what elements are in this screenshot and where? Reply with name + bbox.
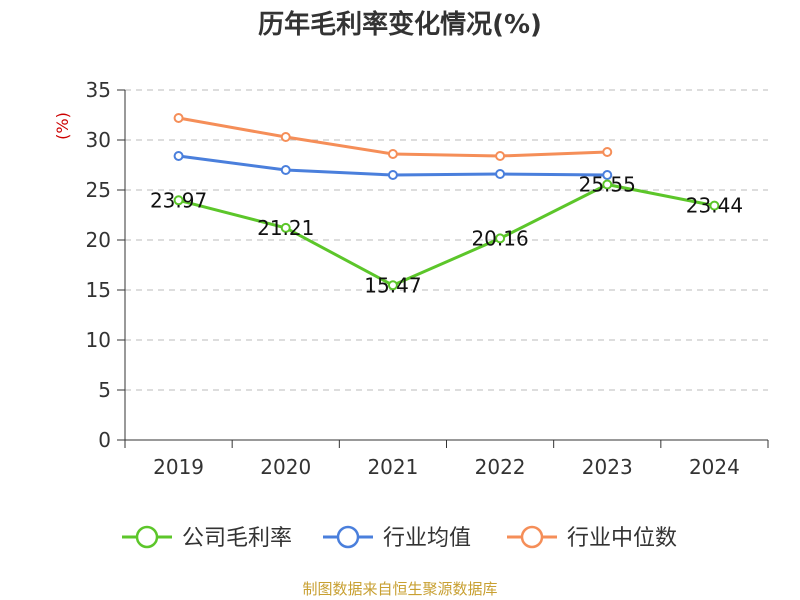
grid-lines [125, 89, 768, 391]
data-point [602, 179, 613, 190]
x-tick-label: 2022 [475, 455, 526, 479]
data-label: 23.44 [686, 194, 743, 218]
data-point [387, 280, 398, 291]
data-point [495, 169, 506, 179]
source-note: 制图数据来自恒生聚源数据库 [302, 580, 498, 598]
legend-marker [520, 525, 544, 549]
legend-label: 行业均值 [383, 526, 471, 551]
data-point [280, 222, 291, 233]
x-tick-label: 2023 [582, 455, 633, 479]
chart-title: 历年毛利率变化情况(%) [258, 10, 542, 40]
y-tick-label: 30 [86, 128, 111, 152]
y-axis-unit-label: (%) [53, 112, 72, 140]
data-point [709, 200, 720, 211]
data-label: 25.55 [579, 173, 636, 197]
data-point [387, 170, 398, 180]
series-lines [173, 113, 720, 291]
data-label: 15.47 [364, 273, 421, 297]
y-tick-label: 5 [98, 378, 111, 402]
y-tick-label: 10 [86, 328, 111, 352]
y-tick-label: 25 [86, 178, 111, 202]
data-point [387, 149, 398, 159]
x-tick-label: 2020 [260, 455, 311, 479]
data-point [280, 165, 291, 175]
x-tick-label: 2024 [689, 455, 740, 479]
series-line-0 [178, 183, 715, 287]
data-label: 21.21 [257, 216, 314, 240]
x-tick-label: 2019 [153, 455, 204, 479]
data-point [602, 170, 613, 180]
y-tick-label: 15 [86, 278, 111, 302]
data-labels: 23.97 21.21 15.47 20.16 25.55 23.44 [150, 173, 743, 298]
data-point [173, 151, 184, 161]
legend-marker [336, 525, 360, 549]
data-label: 20.16 [471, 226, 528, 250]
y-tick-label: 20 [86, 228, 111, 252]
y-tick-label: 35 [86, 78, 111, 102]
y-tick-label: 0 [98, 428, 111, 452]
data-point [495, 233, 506, 244]
data-point [280, 132, 291, 142]
legend-marker [135, 525, 159, 549]
legend: 公司毛利率 行业均值 行业中位数 [122, 525, 677, 551]
data-label: 23.97 [150, 188, 207, 212]
data-point [602, 147, 613, 157]
data-point [173, 195, 184, 206]
data-point [173, 113, 184, 123]
x-tick-label: 2021 [367, 455, 418, 479]
axes: 0 5 10 15 20 25 30 35 2019 2020 2021 2022 2023 2024 [86, 78, 769, 479]
legend-label: 公司毛利率 [182, 526, 292, 551]
legend-label: 行业中位数 [567, 526, 677, 551]
data-point [495, 151, 506, 161]
